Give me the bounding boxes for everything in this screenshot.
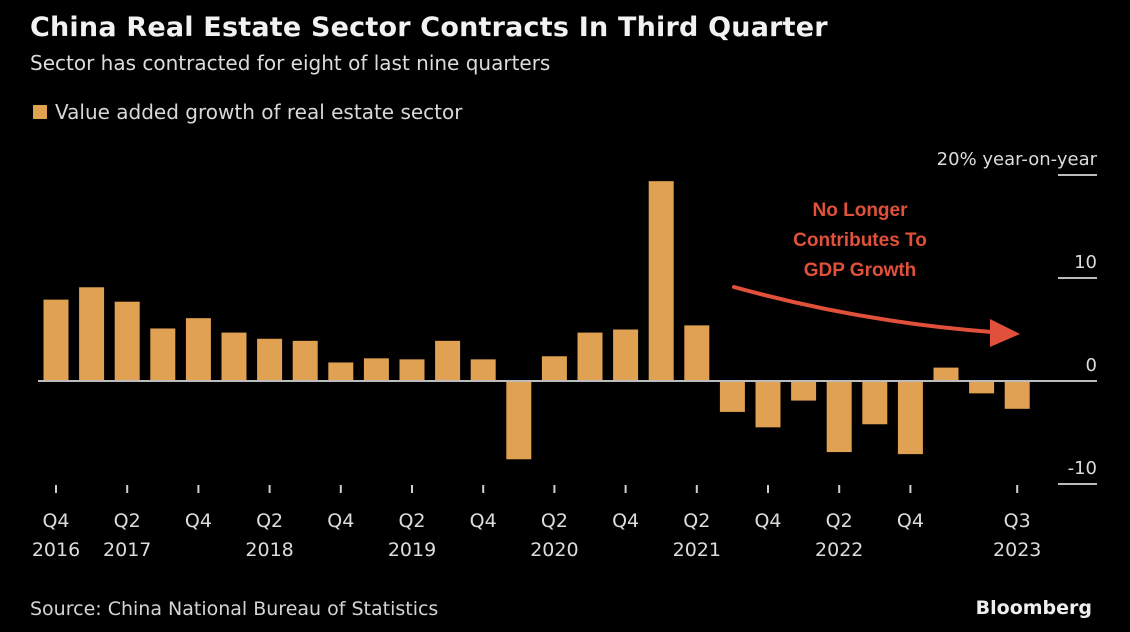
bar-q4-2019 (470, 359, 496, 381)
y-tick-label: 0 (1086, 355, 1097, 376)
x-tick-label-year: 2021 (673, 539, 721, 561)
x-tick-label-quarter: Q4 (897, 510, 924, 532)
bar-q3-2019 (435, 340, 461, 381)
x-tick-label-quarter: Q3 (1004, 510, 1031, 532)
bar-q1-2017 (79, 287, 105, 381)
bar-q1-2020 (506, 381, 532, 460)
y-tick-label: 10 (1074, 252, 1097, 273)
bar-q3-2017 (150, 328, 176, 381)
bar-q2-2022 (826, 381, 852, 453)
x-tick-label-year: 2022 (815, 539, 863, 561)
bar-q3-2018 (292, 340, 318, 381)
x-tick-label-year: 2018 (245, 539, 293, 561)
x-tick-label-quarter: Q2 (114, 510, 141, 532)
chart-subtitle: Sector has contracted for eight of last … (30, 51, 551, 75)
bar-q2-2023 (969, 381, 995, 394)
bar-q2-2019 (399, 359, 425, 381)
x-tick-label-year: 2019 (388, 539, 436, 561)
chart-title: China Real Estate Sector Contracts In Th… (30, 12, 828, 43)
bar-q2-2021 (684, 325, 710, 381)
bar-q3-2021 (719, 381, 745, 412)
x-tick-label-quarter: Q2 (826, 510, 853, 532)
x-tick-label-quarter: Q2 (398, 510, 425, 532)
bar-q4-2016 (43, 299, 69, 381)
bar-q3-2023 (1004, 381, 1030, 409)
x-tick-label-year: 2020 (530, 539, 578, 561)
x-tick-label-quarter: Q4 (754, 510, 781, 532)
x-tick-label-quarter: Q4 (185, 510, 212, 532)
bar-q1-2019 (363, 358, 389, 381)
bar-q4-2018 (328, 362, 354, 381)
y-tick-label: -10 (1068, 458, 1097, 479)
x-tick-label-quarter: Q2 (541, 510, 568, 532)
x-tick-label-year: 2023 (993, 539, 1041, 561)
annotation-text: No Longer (813, 200, 909, 221)
x-tick-label-quarter: Q4 (612, 510, 639, 532)
bar-q1-2018 (221, 332, 247, 381)
source-note: Source: China National Bureau of Statist… (30, 598, 439, 620)
x-tick-label-quarter: Q2 (683, 510, 710, 532)
x-tick-label-quarter: Q4 (327, 510, 354, 532)
brand-logo: Bloomberg (975, 597, 1092, 619)
bar-q4-2022 (897, 381, 923, 455)
bar-q1-2023 (933, 367, 959, 381)
legend-label: Value added growth of real estate sector (55, 100, 463, 124)
legend-swatch (33, 105, 47, 119)
bar-q1-2021 (648, 181, 674, 381)
x-tick-label-quarter: Q4 (470, 510, 497, 532)
x-tick-label-year: 2016 (32, 539, 80, 561)
bar-q3-2020 (577, 332, 603, 381)
annotation-text: Contributes To (793, 230, 927, 251)
annotation-arrow-line (732, 285, 994, 334)
bar-q2-2017 (114, 301, 140, 381)
legend: Value added growth of real estate sector (33, 100, 462, 124)
bar-q1-2022 (791, 381, 817, 401)
x-tick-label-quarter: Q4 (42, 510, 69, 532)
bar-q3-2022 (862, 381, 888, 425)
annotation-text: GDP Growth (804, 260, 917, 281)
bar-q4-2021 (755, 381, 781, 428)
x-tick-label-year: 2017 (103, 539, 151, 561)
bar-q2-2020 (541, 356, 567, 381)
bar-q4-2020 (613, 329, 639, 381)
annotation-arrow-head-icon (990, 319, 1020, 347)
bar-q4-2017 (185, 318, 211, 381)
y-tick-label: 20% year-on-year (937, 149, 1098, 170)
x-tick-label-quarter: Q2 (256, 510, 283, 532)
bar-q2-2018 (257, 338, 283, 381)
